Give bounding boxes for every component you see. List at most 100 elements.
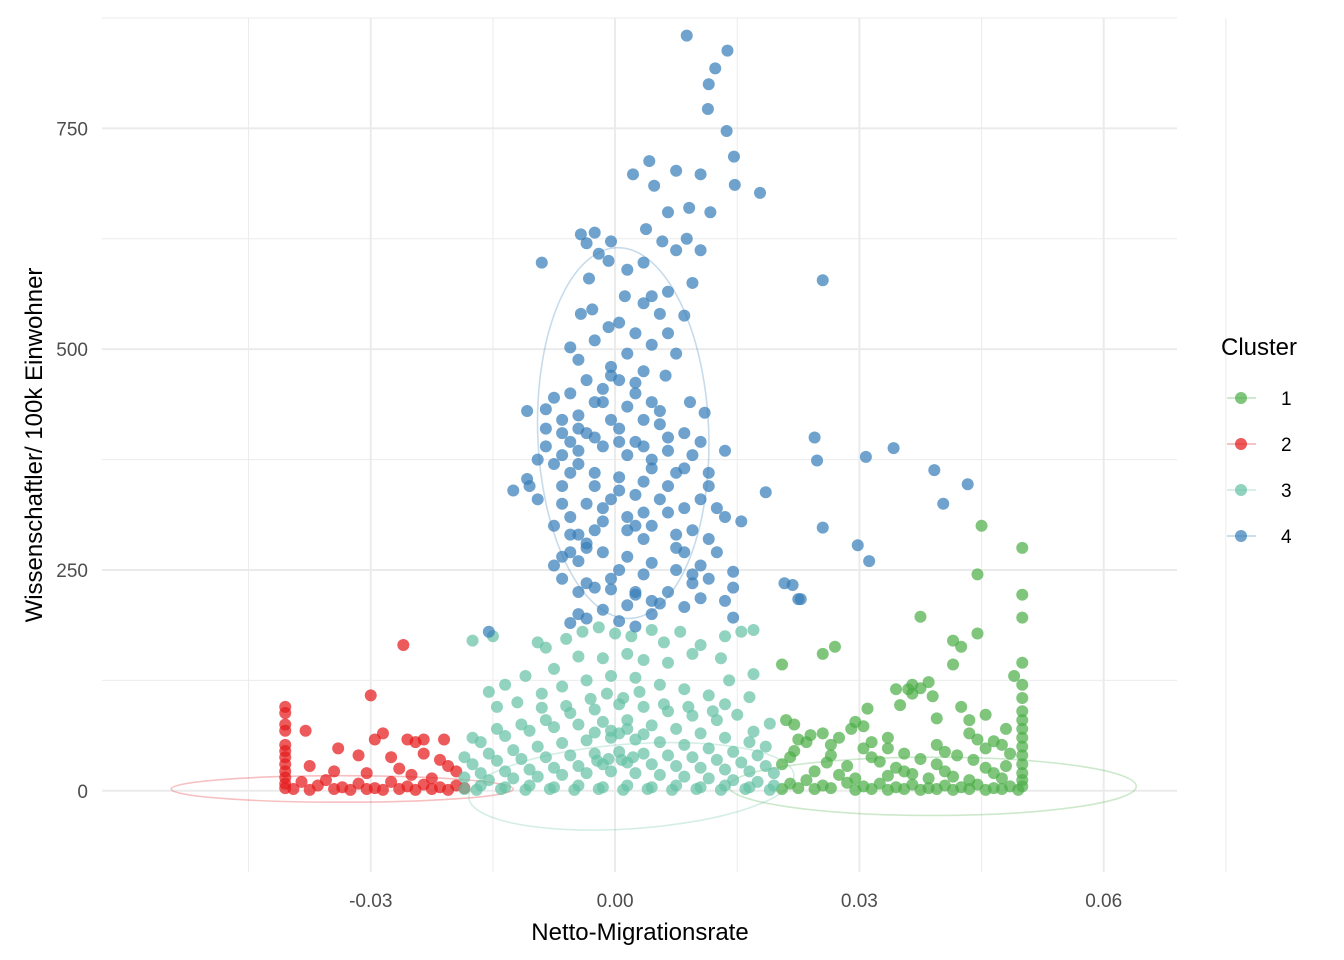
data-point-cluster-4 bbox=[702, 78, 715, 91]
data-point-cluster-4 bbox=[482, 625, 495, 638]
data-point-cluster-3 bbox=[621, 722, 634, 735]
data-point-cluster-4 bbox=[670, 244, 683, 257]
data-point-cluster-3 bbox=[653, 678, 666, 691]
data-point-cluster-4 bbox=[686, 568, 699, 581]
data-point-cluster-1 bbox=[1008, 669, 1021, 682]
data-point-cluster-4 bbox=[521, 404, 534, 417]
data-point-cluster-3 bbox=[602, 752, 615, 765]
data-point-cluster-4 bbox=[580, 541, 593, 554]
data-point-cluster-4 bbox=[702, 533, 715, 546]
data-point-cluster-4 bbox=[811, 454, 824, 467]
x-tick-label: 0.03 bbox=[841, 891, 878, 912]
data-point-cluster-3 bbox=[523, 763, 536, 776]
data-point-cluster-4 bbox=[662, 327, 675, 340]
legend-key-marker bbox=[1235, 392, 1247, 404]
data-point-cluster-1 bbox=[865, 736, 878, 749]
data-point-cluster-1 bbox=[971, 568, 984, 581]
data-point-cluster-4 bbox=[547, 519, 560, 532]
data-point-cluster-4 bbox=[604, 413, 617, 426]
data-point-cluster-1 bbox=[1016, 758, 1029, 771]
data-point-cluster-1 bbox=[947, 770, 960, 783]
data-point-cluster-1 bbox=[930, 758, 943, 771]
data-point-cluster-3 bbox=[547, 662, 560, 675]
data-point-cluster-4 bbox=[596, 546, 609, 559]
data-point-cluster-2 bbox=[360, 767, 373, 780]
data-point-cluster-3 bbox=[474, 767, 487, 780]
data-point-cluster-3 bbox=[645, 719, 658, 732]
x-tick-label: 0.06 bbox=[1085, 891, 1122, 912]
data-point-cluster-4 bbox=[613, 484, 626, 497]
data-point-cluster-3 bbox=[519, 783, 532, 796]
legend-key-marker bbox=[1235, 484, 1247, 496]
data-point-cluster-4 bbox=[564, 546, 577, 559]
data-point-cluster-3 bbox=[670, 722, 683, 735]
cluster-3-ellipse bbox=[468, 741, 795, 831]
data-point-cluster-4 bbox=[564, 510, 577, 523]
data-point-cluster-1 bbox=[841, 760, 854, 773]
data-point-cluster-2 bbox=[303, 783, 316, 796]
data-point-cluster-2 bbox=[405, 768, 418, 781]
data-point-cluster-4 bbox=[701, 102, 714, 115]
data-point-cluster-4 bbox=[629, 620, 642, 633]
data-point-cluster-3 bbox=[547, 761, 560, 774]
data-point-cluster-2 bbox=[332, 742, 345, 755]
data-point-cluster-3 bbox=[747, 725, 760, 738]
data-point-cluster-1 bbox=[1016, 749, 1029, 762]
data-point-cluster-1 bbox=[995, 738, 1008, 751]
data-point-cluster-1 bbox=[971, 627, 984, 640]
data-point-cluster-1 bbox=[951, 749, 964, 762]
data-point-cluster-3 bbox=[731, 708, 744, 721]
data-point-cluster-4 bbox=[670, 528, 683, 541]
data-point-cluster-4 bbox=[592, 247, 605, 260]
data-point-cluster-1 bbox=[995, 782, 1008, 795]
data-point-cluster-1 bbox=[930, 738, 943, 751]
data-point-cluster-3 bbox=[580, 734, 593, 747]
data-point-cluster-2 bbox=[438, 733, 451, 746]
data-point-cluster-3 bbox=[702, 689, 715, 702]
data-point-cluster-3 bbox=[470, 783, 483, 796]
data-point-cluster-4 bbox=[621, 524, 634, 537]
data-point-cluster-4 bbox=[564, 435, 577, 448]
data-point-cluster-4 bbox=[662, 285, 675, 298]
data-point-cluster-3 bbox=[495, 782, 508, 795]
data-point-cluster-4 bbox=[859, 450, 872, 463]
data-point-cluster-3 bbox=[458, 751, 471, 764]
data-point-cluster-4 bbox=[937, 497, 950, 510]
data-point-cluster-4 bbox=[564, 387, 577, 400]
data-point-cluster-3 bbox=[743, 765, 756, 778]
data-point-cluster-4 bbox=[629, 586, 642, 599]
data-point-cluster-1 bbox=[792, 782, 805, 795]
data-point-cluster-3 bbox=[637, 654, 650, 667]
data-point-cluster-3 bbox=[694, 761, 707, 774]
data-point-cluster-4 bbox=[719, 444, 732, 457]
data-point-cluster-1 bbox=[816, 727, 829, 740]
data-point-cluster-3 bbox=[629, 671, 642, 684]
data-point-cluster-4 bbox=[637, 506, 650, 519]
data-point-cluster-1 bbox=[776, 658, 789, 671]
data-point-cluster-4 bbox=[556, 572, 569, 585]
data-point-cluster-4 bbox=[588, 396, 601, 409]
data-point-cluster-3 bbox=[739, 782, 752, 795]
data-point-cluster-4 bbox=[792, 593, 805, 606]
data-point-cluster-3 bbox=[767, 767, 780, 780]
data-point-cluster-3 bbox=[735, 625, 748, 638]
data-point-cluster-3 bbox=[678, 683, 691, 696]
data-point-cluster-2 bbox=[344, 783, 357, 796]
data-point-cluster-3 bbox=[637, 728, 650, 741]
data-point-cluster-4 bbox=[662, 431, 675, 444]
data-point-cluster-1 bbox=[816, 647, 829, 660]
data-point-cluster-3 bbox=[560, 632, 573, 645]
data-point-cluster-1 bbox=[824, 738, 837, 751]
data-point-cluster-4 bbox=[704, 206, 717, 219]
legend: Cluster 1 2 3 4 bbox=[1221, 334, 1297, 548]
data-point-cluster-4 bbox=[686, 276, 699, 289]
data-point-cluster-4 bbox=[596, 603, 609, 616]
data-point-cluster-3 bbox=[572, 718, 585, 731]
data-point-cluster-3 bbox=[511, 696, 524, 709]
data-point-cluster-2 bbox=[425, 772, 438, 785]
data-point-cluster-2 bbox=[303, 760, 316, 773]
data-point-cluster-4 bbox=[531, 453, 544, 466]
data-point-cluster-3 bbox=[596, 715, 609, 728]
data-point-cluster-4 bbox=[572, 528, 585, 541]
